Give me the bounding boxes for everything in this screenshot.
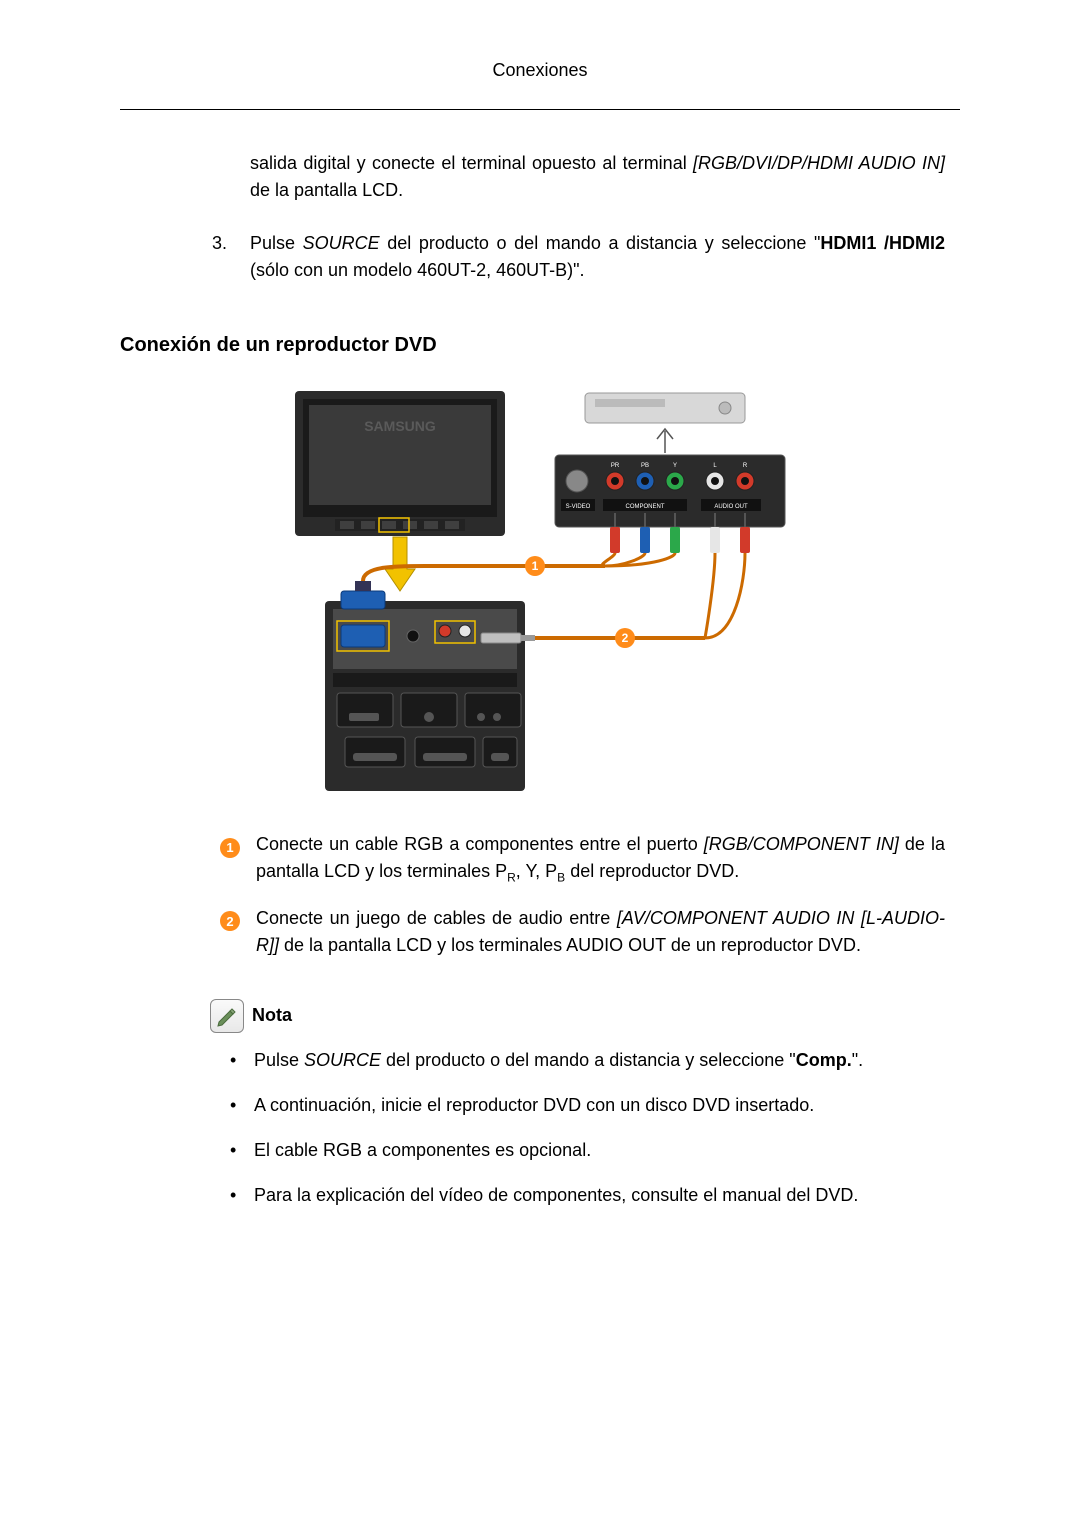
nota1-mid: del producto o del mando a distancia y s…: [381, 1050, 796, 1070]
section-title-dvd: Conexión de un reproductor DVD: [120, 334, 960, 357]
nota-label: Nota: [252, 1005, 292, 1026]
n1-pre: Conecte un cable RGB a componentes entre…: [256, 834, 704, 854]
nota-list: Pulse SOURCE del producto o del mando a …: [230, 1047, 945, 1209]
page-header-title: Conexiones: [120, 60, 960, 81]
intro-text-pre: salida digital y conecte el terminal opu…: [250, 153, 693, 173]
svg-text:1: 1: [532, 559, 539, 573]
n1-sub2: B: [557, 871, 565, 885]
n1-italic: [RGB/COMPONENT IN]: [704, 834, 899, 854]
numbered-item-1: 1 Conecte un cable RGB a componentes ent…: [220, 831, 945, 887]
intro-text-italic: [RGB/DVI/DP/HDMI AUDIO IN]: [693, 153, 945, 173]
step3-post: (sólo con un modelo 460UT-2, 460UT-B)".: [250, 260, 585, 280]
bullet-2: 2: [220, 905, 256, 959]
page: Conexiones salida digital y conecte el t…: [0, 0, 1080, 1527]
svg-text:SAMSUNG: SAMSUNG: [364, 418, 436, 434]
svg-text:AUDIO OUT: AUDIO OUT: [714, 504, 748, 510]
step3-mid: del producto o del mando a distancia y s…: [380, 233, 821, 253]
bullet-1-circle: 1: [220, 838, 240, 858]
n2-post: de la pantalla LCD y los terminales AUDI…: [279, 935, 861, 955]
step3-pre: Pulse: [250, 233, 303, 253]
diagram-svg: SAMSUNGS-VIDEOPRPBYCOMPONENTLRAUDIO OUT1…: [285, 381, 795, 801]
n1-mid2: , Y, P: [516, 861, 557, 881]
nota-item-1: Pulse SOURCE del producto o del mando a …: [230, 1047, 945, 1074]
svg-text:PR: PR: [611, 463, 620, 469]
svg-text:Y: Y: [673, 463, 677, 469]
numbered-list: 1 Conecte un cable RGB a componentes ent…: [220, 831, 945, 959]
n1-post: del reproductor DVD.: [565, 861, 739, 881]
svg-text:R: R: [743, 463, 748, 469]
step3-bold: HDMI1 /HDMI2: [820, 233, 945, 253]
nota-item-3: El cable RGB a componentes es opcional.: [230, 1137, 945, 1164]
nota1-pre: Pulse: [254, 1050, 304, 1070]
intro-continuation: salida digital y conecte el terminal opu…: [250, 150, 945, 204]
connection-diagram: SAMSUNGS-VIDEOPRPBYCOMPONENTLRAUDIO OUT1…: [120, 381, 960, 801]
intro-text-post: de la pantalla LCD.: [250, 180, 403, 200]
n1-sub1: R: [507, 871, 516, 885]
nota1-bold: Comp.: [796, 1050, 852, 1070]
nota-item-4: Para la explicación del vídeo de compone…: [230, 1182, 945, 1209]
bullet-2-circle: 2: [220, 911, 240, 931]
svg-text:2: 2: [622, 631, 629, 645]
nota1-source: SOURCE: [304, 1050, 381, 1070]
step-3-number: 3.: [212, 230, 250, 284]
nota-heading: Nota: [210, 999, 960, 1033]
bullet-1-num: 1: [226, 838, 233, 858]
step-3: 3. Pulse SOURCE del producto o del mando…: [212, 230, 945, 284]
svg-text:COMPONENT: COMPONENT: [626, 504, 665, 510]
n2-pre: Conecte un juego de cables de audio entr…: [256, 908, 617, 928]
numbered-item-2: 2 Conecte un juego de cables de audio en…: [220, 905, 945, 959]
nota-item-2: A continuación, inicie el reproductor DV…: [230, 1092, 945, 1119]
svg-text:PB: PB: [641, 463, 649, 469]
step3-source: SOURCE: [303, 233, 380, 253]
bullet-1: 1: [220, 831, 256, 887]
bullet-2-num: 2: [226, 912, 233, 932]
note-icon: [210, 999, 244, 1033]
svg-text:S-VIDEO: S-VIDEO: [566, 504, 591, 510]
header-rule: [120, 109, 960, 110]
nota1-post: ".: [852, 1050, 863, 1070]
